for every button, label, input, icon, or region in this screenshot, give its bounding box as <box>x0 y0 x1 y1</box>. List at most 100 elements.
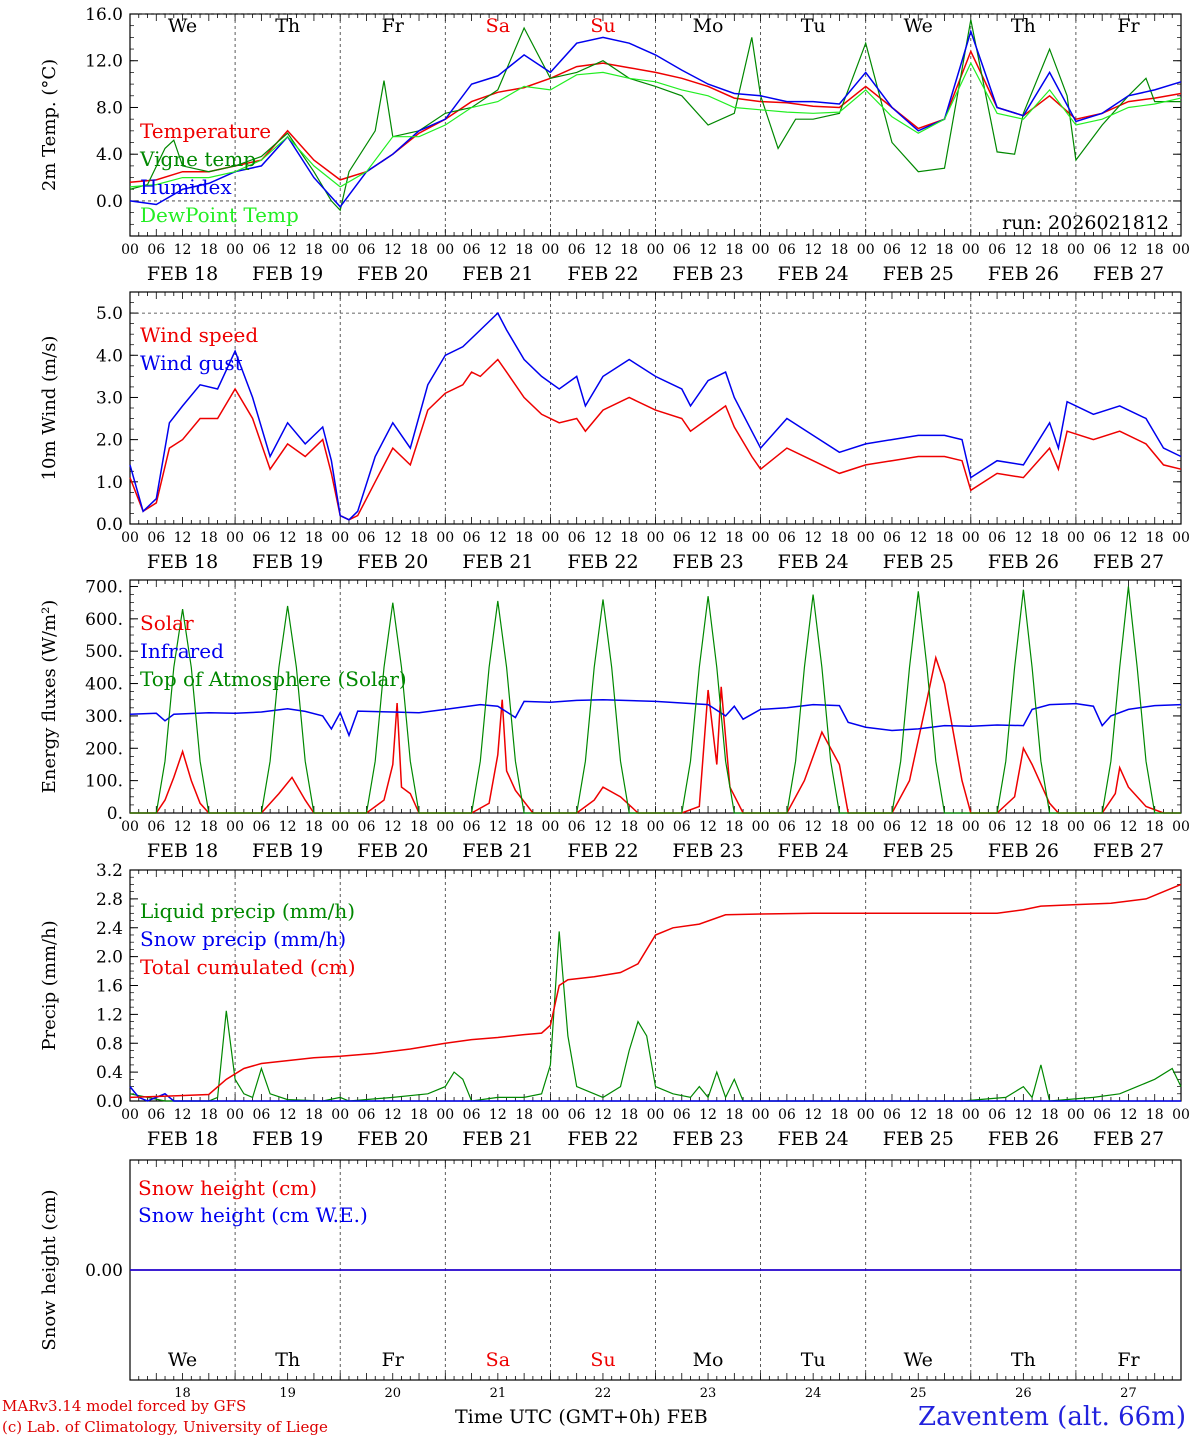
y-axis-title: 2m Temp. (°C) <box>39 59 60 191</box>
weekday-label: We <box>168 15 197 37</box>
hour-label: 18 <box>620 819 638 835</box>
hour-label: 12 <box>489 819 507 835</box>
hour-label: 18 <box>1146 819 1164 835</box>
hour-label: 06 <box>252 819 270 835</box>
legend-entry: Snow height (cm W.E.) <box>138 1203 368 1227</box>
hour-label: 06 <box>463 242 481 258</box>
y-tick-label: 0.00 <box>85 1261 123 1281</box>
hour-label: 12 <box>594 242 612 258</box>
y-tick-label: 16.0 <box>85 5 123 25</box>
hour-label: 18 <box>200 242 218 258</box>
hour-label: 18 <box>515 242 533 258</box>
hour-label: 18 <box>410 530 428 546</box>
date-label: FEB 18 <box>147 1128 218 1150</box>
date-label: FEB 18 <box>147 551 218 573</box>
date-label: FEB 18 <box>147 840 218 862</box>
weekday-label: Mo <box>693 1349 724 1371</box>
hour-label: 12 <box>489 242 507 258</box>
date-label: FEB 19 <box>252 551 323 573</box>
hour-label: 18 <box>305 1107 323 1123</box>
hour-label: 00 <box>226 819 244 835</box>
panel-4: 3.2 2.8 2.4 2.0 1.6 1.2 0.8 0.4 0.0 Precip (mm/h)… <box>39 861 1190 1150</box>
hour-label: 12 <box>1120 1107 1138 1123</box>
date-label: FEB 25 <box>883 840 954 862</box>
weekday-label: Su <box>590 1349 615 1371</box>
hour-label: 12 <box>909 1107 927 1123</box>
date-label: FEB 24 <box>778 840 849 862</box>
hour-label: 18 <box>1041 1107 1059 1123</box>
time-axis-text: Time UTC (GMT+0h) <box>455 1406 661 1428</box>
hour-label: 00 <box>857 530 875 546</box>
hour-label: 00 <box>1172 530 1190 546</box>
hour-label: 00 <box>436 242 454 258</box>
hour-label: 18 <box>515 1107 533 1123</box>
hour-label: 18 <box>305 242 323 258</box>
y-tick-label: 100. <box>85 772 123 792</box>
date-label: FEB 18 <box>147 263 218 285</box>
hour-label: 06 <box>1093 819 1111 835</box>
hour-label: 06 <box>147 819 165 835</box>
hour-label: 18 <box>831 819 849 835</box>
weekday-label: We <box>168 1349 197 1371</box>
hour-label: 12 <box>909 242 927 258</box>
hour-label: 00 <box>121 242 139 258</box>
day-number-label: 24 <box>805 1386 822 1401</box>
hour-label: 18 <box>1041 819 1059 835</box>
hour-label: 06 <box>147 242 165 258</box>
y-tick-label: 8.0 <box>96 98 123 118</box>
hour-label: 06 <box>568 1107 586 1123</box>
hour-label: 12 <box>804 1107 822 1123</box>
hour-label: 06 <box>463 819 481 835</box>
hour-label: 18 <box>200 1107 218 1123</box>
hour-label: 00 <box>857 242 875 258</box>
y-tick-label: 500. <box>85 642 123 662</box>
series-line-wind-gust <box>129 311 1182 521</box>
hour-label: 18 <box>936 1107 954 1123</box>
legend-entry: Vigne temp <box>139 147 256 171</box>
date-label: FEB 22 <box>567 840 638 862</box>
date-label: FEB 20 <box>357 551 428 573</box>
hour-label: 12 <box>909 819 927 835</box>
hour-label: 18 <box>305 530 323 546</box>
hour-label: 06 <box>358 1107 376 1123</box>
hour-label: 06 <box>673 530 691 546</box>
hour-label: 00 <box>962 819 980 835</box>
date-label: FEB 24 <box>778 263 849 285</box>
weekday-label: Fr <box>1117 15 1140 37</box>
y-axis-title: Precip (mm/h) <box>39 920 60 1050</box>
day-number-label: 26 <box>1015 1386 1032 1401</box>
hour-label: 00 <box>647 1107 665 1123</box>
hour-label: 12 <box>489 530 507 546</box>
series-line-humidex <box>129 29 1182 208</box>
hour-label: 00 <box>226 242 244 258</box>
hour-label: 00 <box>226 530 244 546</box>
hour-label: 12 <box>384 530 402 546</box>
hour-label: 18 <box>831 242 849 258</box>
hour-label: 12 <box>1014 819 1032 835</box>
hour-label: 12 <box>699 1107 717 1123</box>
series-line-wind-speed <box>129 358 1182 521</box>
hour-label: 18 <box>936 530 954 546</box>
y-tick-label: 3.0 <box>96 388 123 408</box>
hour-label: 00 <box>647 242 665 258</box>
hour-label: 12 <box>1120 530 1138 546</box>
hour-label: 00 <box>1172 1107 1190 1123</box>
day-number-label: 27 <box>1120 1386 1137 1401</box>
hour-label: 06 <box>673 242 691 258</box>
hour-label: 00 <box>541 530 559 546</box>
hour-label: 12 <box>174 819 192 835</box>
hour-label: 12 <box>804 819 822 835</box>
hour-label: 12 <box>1014 242 1032 258</box>
legend-entry: Solar <box>140 611 194 635</box>
weekday-label: Tu <box>801 15 826 37</box>
hour-label: 12 <box>804 530 822 546</box>
hour-label: 00 <box>436 1107 454 1123</box>
hour-label: 18 <box>200 819 218 835</box>
y-tick-label: 0.0 <box>96 1092 123 1112</box>
y-tick-label: 2.0 <box>96 948 123 968</box>
hour-label: 18 <box>1041 242 1059 258</box>
hour-label: 18 <box>831 530 849 546</box>
hour-label: 00 <box>752 242 770 258</box>
hour-label: 06 <box>568 242 586 258</box>
